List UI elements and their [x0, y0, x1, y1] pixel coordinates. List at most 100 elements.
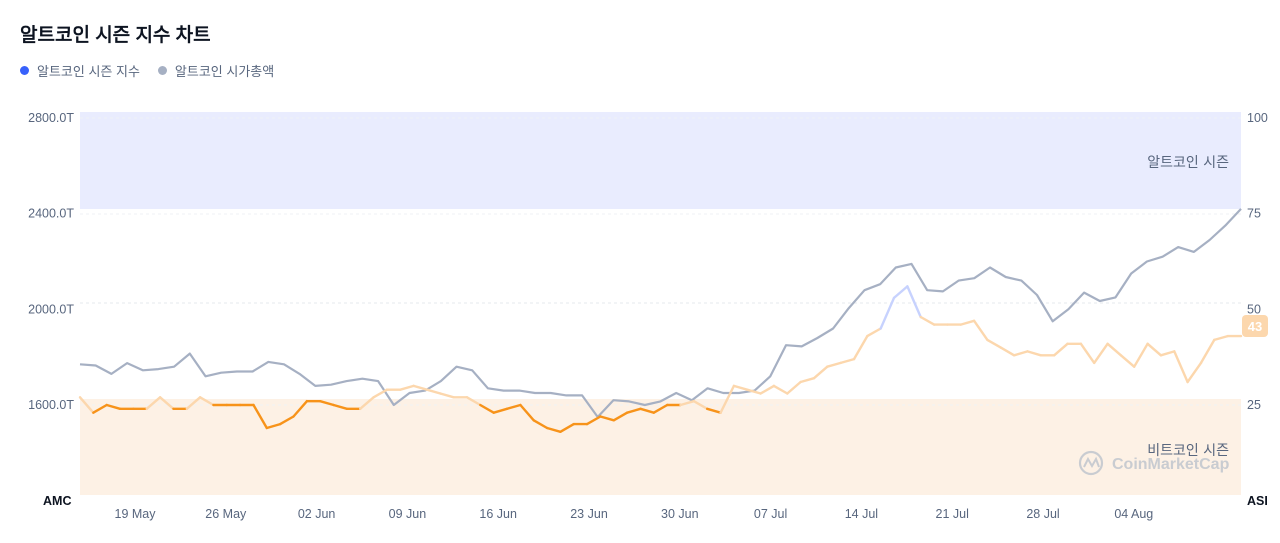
left-axis-unit: AMC — [43, 494, 71, 508]
legend-item-index[interactable]: 알트코인 시즌 지수 — [20, 61, 140, 80]
x-tick-label: 23 Jun — [570, 507, 608, 521]
series-segment-season-index — [839, 357, 856, 365]
series-segment-season-index — [1079, 342, 1096, 365]
series-segment-season-index — [198, 396, 215, 407]
legend: 알트코인 시즌 지수 알트코인 시가총액 — [20, 61, 274, 80]
series-segment-season-index — [439, 392, 455, 399]
x-tick-label: 07 Jul — [754, 507, 787, 521]
series-segment-season-index — [412, 384, 429, 391]
x-tick-label: 21 Jul — [936, 507, 969, 521]
series-segment-season-index — [252, 403, 268, 430]
series-segment-season-index — [866, 327, 882, 338]
series-segment-season-index — [732, 384, 749, 391]
series-line-market-cap — [79, 208, 1242, 419]
series-segment-season-index — [105, 403, 122, 410]
series-segment-season-index — [679, 400, 696, 407]
right-axis-unit: ASI — [1247, 494, 1268, 508]
series-segment-season-index — [399, 384, 415, 391]
series-segment-season-index — [1186, 361, 1203, 384]
left-axis: 1600.0T 2000.0T 2400.0T 2800.0T — [28, 111, 74, 412]
legend-label-index: 알트코인 시즌 지수 — [37, 64, 140, 79]
legend-dot-mcap — [157, 66, 167, 75]
series-segment-season-index — [719, 384, 736, 414]
series-segment-season-index — [425, 388, 442, 395]
series-segment-season-index — [292, 400, 309, 418]
left-tick-label: 2800.0T — [28, 111, 74, 125]
x-tick-label: 16 Jun — [479, 507, 517, 521]
series-segment-season-index — [972, 319, 989, 342]
series-segment-season-index — [519, 403, 535, 422]
series-segment-season-index — [986, 338, 1002, 349]
x-tick-label: 09 Jun — [389, 507, 427, 521]
series-segment-season-index — [1146, 342, 1163, 357]
current-value-badge: 43 — [1242, 315, 1268, 337]
series-segment-season-index — [1092, 342, 1109, 365]
series-segment-season-index — [639, 407, 655, 414]
series-segment-season-index — [746, 388, 762, 395]
bitcoin-season-band — [80, 399, 1241, 495]
legend-item-mcap[interactable]: 알트코인 시가총액 — [157, 61, 275, 80]
series-segment-season-index — [545, 426, 562, 433]
right-tick-label: 100 — [1247, 111, 1268, 125]
left-tick-label: 2000.0T — [28, 302, 74, 316]
watermark-text: CoinMarketCap — [1112, 456, 1230, 473]
series-segment-season-index — [812, 365, 829, 380]
series-segment-season-index — [332, 403, 349, 410]
series-layer — [78, 208, 1243, 433]
series-segment-season-index — [505, 403, 522, 410]
left-tick-label: 2400.0T — [28, 207, 74, 221]
series-segment-season-index — [265, 422, 282, 430]
series-segment-season-index — [959, 319, 976, 326]
series-segment-season-index — [612, 411, 629, 422]
series-segment-season-index — [879, 296, 896, 330]
right-tick-label: 25 — [1247, 398, 1261, 412]
series-segment-season-index — [1026, 350, 1043, 357]
current-value-badge-bg — [1242, 315, 1268, 337]
legend-label-mcap: 알트코인 시가총액 — [174, 64, 275, 79]
series-segment-season-index — [279, 415, 295, 426]
bitcoin-season-label: 비트코인 시즌 — [1147, 443, 1229, 459]
x-tick-label: 28 Jul — [1026, 507, 1059, 521]
x-tick-label: 04 Aug — [1114, 507, 1153, 521]
series-segment-season-index — [692, 400, 709, 410]
series-segment-season-index — [852, 334, 869, 361]
series-segment-season-index — [359, 396, 375, 410]
series-segment-season-index — [772, 384, 789, 395]
series-segment-season-index — [492, 407, 509, 414]
left-tick-label: 1600.0T — [28, 398, 74, 412]
chart-title: 알트코인 시즌 지수 차트 — [20, 25, 211, 46]
right-tick-label: 50 — [1247, 302, 1261, 316]
series-segment-season-index — [532, 419, 549, 430]
series-segment-season-index — [1159, 350, 1176, 357]
series-segment-season-index — [786, 380, 802, 395]
series-segment-season-index — [372, 388, 389, 399]
coinmarketcap-logo-icon — [1078, 450, 1104, 476]
series-segment-season-index — [185, 396, 202, 410]
current-value-badge-text: 43 — [1248, 319, 1262, 334]
series-segment-season-index — [465, 396, 482, 407]
series-segment-season-index — [479, 403, 495, 414]
series-segment-season-index — [92, 403, 108, 414]
series-segment-season-index — [559, 422, 575, 433]
series-segment-season-index — [652, 403, 669, 414]
altcoin-season-label: 알트코인 시즌 — [1147, 155, 1229, 171]
series-segment-season-index — [145, 396, 162, 410]
series-segment-season-index — [799, 377, 816, 384]
series-segment-season-index — [1213, 334, 1229, 342]
x-tick-label: 02 Jun — [298, 507, 336, 521]
coinmarketcap-logo-wave — [1083, 456, 1100, 469]
series-segment-season-index — [1173, 350, 1189, 384]
series-segment-season-index — [625, 407, 642, 414]
series-segment-season-index — [78, 396, 95, 414]
x-tick-label: 30 Jun — [661, 507, 699, 521]
watermark: CoinMarketCap — [1078, 450, 1230, 476]
series-segment-season-index — [1106, 342, 1123, 357]
series-segment-season-index — [319, 400, 335, 407]
x-axis: 19 May 26 May 02 Jun 09 Jun 16 Jun 23 Jun 30 J… — [115, 507, 1154, 521]
series-segment-season-index — [999, 346, 1016, 357]
altcoin-season-band — [80, 112, 1241, 209]
series-segment-season-index — [599, 415, 615, 422]
x-tick-label: 26 May — [205, 507, 247, 521]
